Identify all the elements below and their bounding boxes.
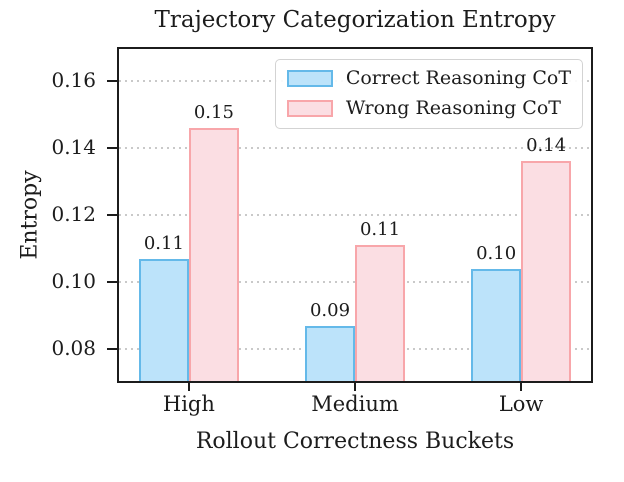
legend-label: Wrong Reasoning CoT: [345, 97, 561, 119]
bar-wrong-high: [188, 127, 239, 383]
gridline: [119, 146, 591, 149]
y-tick-label: 0.10: [51, 269, 96, 294]
y-tick-label: 0.12: [51, 202, 96, 226]
y-tick-label: 0.08: [51, 336, 96, 361]
bar-correct-medium: [305, 325, 355, 383]
x-tick-label-low: Low: [498, 392, 544, 416]
y-tick-mark: [107, 348, 117, 351]
y-tick-mark: [107, 214, 117, 216]
x-tick-mark: [354, 383, 356, 391]
y-tick-mark: [107, 281, 117, 284]
bar-value-label: 0.15: [193, 101, 234, 123]
y-tick-label: 0.14: [51, 134, 96, 159]
x-tick-label-high: High: [162, 392, 215, 416]
x-tick-mark: [520, 383, 523, 391]
legend-swatch-icon: [286, 70, 333, 87]
bar-value-label: 0.11: [359, 219, 401, 241]
bar-wrong-low: [521, 161, 572, 383]
gridline: [119, 214, 591, 216]
legend-swatch-icon: [286, 100, 333, 117]
bar-value-label: 0.11: [143, 232, 184, 254]
legend-item: Wrong Reasoning CoT: [286, 97, 571, 119]
legend: Correct Reasoning CoT Wrong Reasoning CoT: [274, 59, 583, 129]
x-tick-label-medium: Medium: [311, 392, 399, 416]
bar-correct-low: [471, 268, 522, 383]
bar-value-label: 0.14: [526, 135, 567, 157]
bar-value-label: 0.09: [309, 299, 351, 321]
bar-value-label: 0.10: [476, 242, 517, 264]
y-tick-label: 0.16: [51, 67, 96, 92]
bar-correct-high: [138, 258, 189, 383]
chart-title: Trajectory Categorization Entropy: [154, 7, 556, 33]
legend-item: Correct Reasoning CoT: [286, 67, 571, 89]
y-tick-mark: [107, 146, 117, 149]
x-tick-mark: [187, 383, 190, 391]
legend-label: Correct Reasoning CoT: [345, 67, 571, 89]
x-axis-label: Rollout Correctness Buckets: [195, 429, 515, 454]
y-tick-mark: [107, 79, 117, 82]
bar-wrong-medium: [355, 245, 405, 383]
